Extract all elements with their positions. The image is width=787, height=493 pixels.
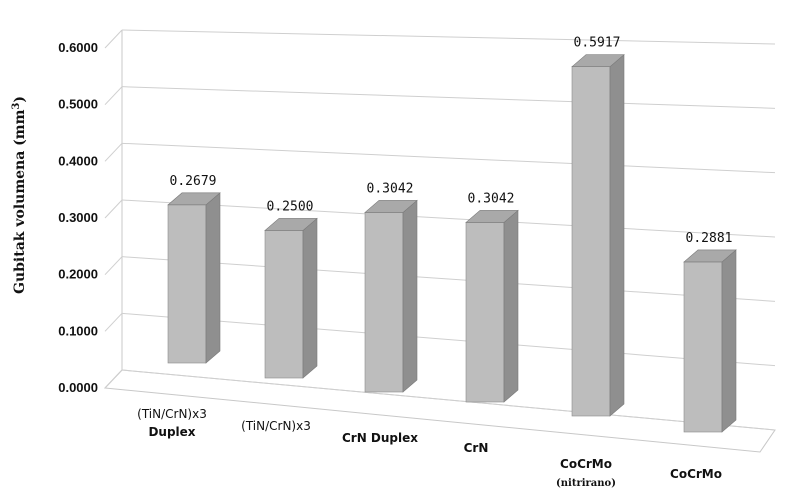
gridline-side (104, 199, 123, 219)
category-label: Duplex (148, 425, 195, 439)
y-tick-label: 0.3000 (58, 210, 98, 225)
y-tick-label: 0.5000 (58, 97, 98, 112)
gridline-side (104, 369, 123, 389)
gridline-side (104, 29, 123, 49)
bar-top (465, 210, 519, 223)
category-label: (nitrirano) (556, 478, 616, 489)
gridline (121, 312, 776, 367)
category-label: CoCrMo (670, 467, 722, 481)
category-label: CoCrMo (560, 457, 612, 471)
y-tick-label: 0.4000 (58, 153, 98, 168)
bar (264, 230, 304, 379)
y-axis-label-close: ) (12, 96, 28, 103)
y-axis-label: Gubitak volumena (mm3) (11, 96, 28, 294)
bar-top (364, 200, 418, 213)
gridline (121, 256, 776, 302)
category-label: (TiN/CrN)x3 (137, 407, 207, 421)
gridline-side (104, 256, 123, 276)
bar-side (302, 217, 318, 379)
gridline-side (104, 142, 123, 162)
gridline (121, 369, 776, 431)
y-tick-label: 0.6000 (58, 40, 98, 55)
category-labels: (TiN/CrN)x3 Duplex (TiN/CrN)x3 CrN Duplex Cr… (137, 407, 722, 489)
gridline (121, 29, 776, 45)
data-label: 0.2500 (267, 199, 314, 214)
bar-side (721, 249, 737, 433)
bar-top (167, 192, 221, 206)
bar-top (264, 218, 318, 231)
gridline-side (104, 86, 123, 106)
data-labels: 0.2679 0.2500 0.3042 0.3042 0.5917 0.2881 (170, 36, 733, 246)
y-tick-label: 0.2000 (58, 267, 98, 282)
bar-top (683, 249, 737, 263)
y-axis-label-main: Gubitak volumena (mm (12, 109, 28, 294)
data-label: 0.2881 (686, 231, 733, 246)
bar-side (402, 199, 418, 393)
data-label: 0.2679 (170, 174, 217, 189)
y-axis-label-sup: 3 (11, 103, 22, 110)
data-label: 0.3042 (468, 191, 515, 206)
gridlines (104, 29, 776, 431)
gridline (121, 142, 776, 174)
y-tick-label: 0.1000 (58, 323, 98, 338)
category-label: CrN Duplex (342, 431, 418, 445)
bars (167, 54, 737, 433)
bar (364, 212, 404, 393)
bar-top (571, 54, 625, 67)
y-tick-label: 0.0000 (58, 380, 98, 395)
category-label: CrN (464, 441, 489, 455)
bar-side (205, 192, 221, 364)
bar-side (503, 209, 519, 403)
gridline (121, 86, 776, 109)
bar (571, 66, 611, 417)
bar (683, 261, 723, 433)
category-label: (TiN/CrN)x3 (241, 419, 311, 433)
bar (465, 222, 505, 403)
y-axis-tick-labels: 0.0000 0.1000 0.2000 0.3000 0.4000 0.5000 0.60… (58, 40, 98, 395)
data-label: 0.5917 (574, 36, 621, 51)
gridline-side (104, 312, 123, 332)
data-label: 0.3042 (367, 181, 414, 196)
bar (167, 204, 207, 364)
bar-side (609, 54, 625, 417)
gridline (121, 199, 776, 238)
